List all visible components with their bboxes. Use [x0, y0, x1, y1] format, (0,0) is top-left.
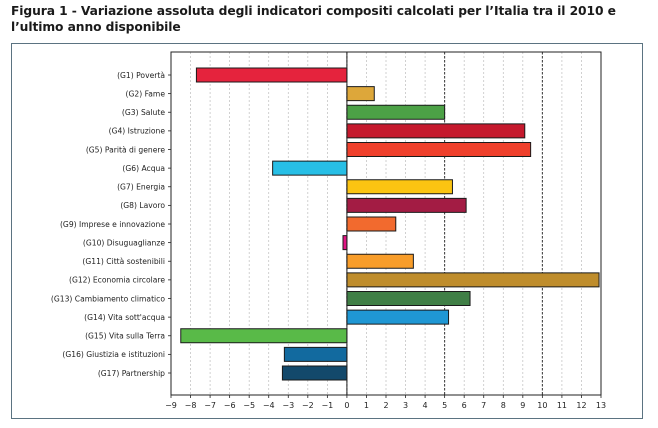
x-tick-labels: −9 −8 −7 −6 −5 −4 −3 −2 −1 0 1 2 3 4 5 6 7 8 9 10 11 12 13: [165, 401, 606, 410]
y-tick-label: (G9) Imprese e innovazione: [60, 220, 165, 229]
x-tick-label: 9: [520, 401, 525, 410]
bar: [342, 235, 348, 251]
bar: [346, 179, 453, 195]
bar: [346, 216, 397, 232]
x-tick-label: −4: [263, 401, 275, 410]
bar: [346, 104, 446, 120]
x-tick-label: 0: [344, 401, 349, 410]
x-tick-label: −9: [165, 401, 177, 410]
x-tick-label: 12: [576, 401, 586, 410]
bar: [195, 67, 348, 83]
x-tick-label: 11: [557, 401, 567, 410]
x-tick-label: 3: [403, 401, 408, 410]
y-tick-label: (G15) Vita sulla Terra: [85, 332, 165, 341]
bar: [346, 123, 526, 139]
y-tick-label: (G7) Energia: [117, 183, 165, 192]
y-tick-label: (G8) Lavoro: [120, 201, 165, 210]
y-tick-label: (G3) Salute: [122, 108, 165, 117]
x-tick-label: 7: [481, 401, 486, 410]
y-tick-labels: (G1) Povertà (G2) Fame (G3) Salute (G4) Ist…: [51, 71, 165, 378]
x-tick-label: 2: [383, 401, 388, 410]
bar: [346, 197, 467, 213]
y-tick-label: (G10) Disuguaglianze: [83, 238, 165, 247]
y-tick-label: (G6) Acqua: [122, 164, 165, 173]
bar: [346, 86, 375, 102]
x-tick-label: 8: [501, 401, 506, 410]
x-tick-label: 13: [596, 401, 606, 410]
bar: [346, 291, 471, 306]
bar: [272, 160, 348, 176]
y-tick-label: (G4) Istruzione: [109, 127, 166, 136]
x-tick-label: −2: [302, 401, 314, 410]
x-tick-label: 5: [442, 401, 447, 410]
bar: [346, 253, 414, 269]
bars: [180, 67, 600, 381]
figure-title: Figura 1 - Variazione assoluta degli ind…: [11, 4, 616, 34]
y-tick-label: (G16) Giustizia e istituzioni: [62, 350, 165, 359]
y-tick-label: (G17) Partnership: [98, 369, 165, 378]
x-tick-label: 10: [537, 401, 547, 410]
axes: [168, 51, 602, 398]
y-tick-label: (G11) Città sostenibili: [82, 257, 165, 266]
bar: [346, 309, 450, 325]
x-tick-label: −8: [185, 401, 197, 410]
x-tick-label: −3: [282, 401, 294, 410]
x-tick-label: −1: [321, 401, 333, 410]
bar: [283, 346, 348, 362]
bar: [180, 328, 348, 344]
x-tick-label: −7: [204, 401, 216, 410]
x-tick-label: 6: [462, 401, 467, 410]
bar: [346, 142, 532, 157]
y-tick-label: (G14) Vita sott'acqua: [84, 313, 165, 322]
y-tick-label: (G5) Parità di genere: [86, 145, 165, 154]
y-tick-label: (G1) Povertà: [117, 71, 165, 80]
y-tick-label: (G2) Fame: [126, 89, 166, 98]
x-tick-label: 4: [423, 401, 428, 410]
x-tick-label: 1: [364, 401, 369, 410]
y-tick-label: (G12) Economia circolare: [69, 276, 165, 285]
bar: [281, 365, 348, 381]
x-tick-label: −5: [243, 401, 255, 410]
x-tick-label: −6: [224, 401, 236, 410]
bar: [346, 272, 600, 288]
y-tick-label: (G13) Cambiamento climatico: [51, 294, 165, 303]
